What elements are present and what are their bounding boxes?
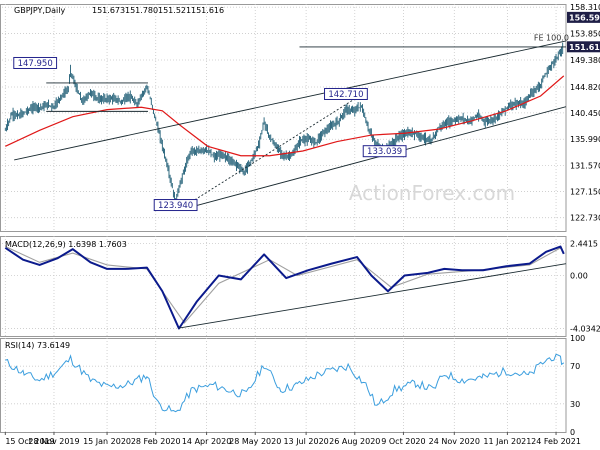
macd-tick-label: -4.0342 <box>570 325 600 334</box>
rsi-panel <box>5 353 565 413</box>
x-tick-label: 28 Feb 2020 <box>131 437 181 446</box>
x-tick-label: 26 Aug 2020 <box>329 437 380 446</box>
rsi-tick-label: 70 <box>570 362 580 371</box>
price-tick-label: 127.150 <box>570 188 600 197</box>
annotation-label: 147.950 <box>18 59 53 69</box>
fibonacci-extension-label: FE 100.0 <box>534 33 569 42</box>
x-tick-label: 15 Oct 2019 <box>5 437 54 446</box>
macd-signal-line <box>5 246 565 324</box>
annotation-label: 123.940 <box>158 201 193 211</box>
x-tick-label: 24 Nov 2020 <box>429 437 480 446</box>
watermark: ActionForex.com <box>349 181 515 205</box>
macd-line <box>4 245 565 330</box>
macd-tick-label: 2.4415 <box>570 239 598 248</box>
macd-tick-label: 0.00 <box>570 271 588 280</box>
sma-line <box>5 75 565 157</box>
price-tick-label: 149.380 <box>570 56 600 65</box>
price-tag-label: 151.616 <box>569 43 600 52</box>
rsi-line <box>5 353 565 413</box>
price-panel-title: GBPJPY,Daily <box>14 6 65 15</box>
price-tick-label: 158.310 <box>570 3 600 12</box>
rsi-panel-title: RSI(14) 73.6149 <box>5 341 70 350</box>
price-tick-label: 135.990 <box>570 135 600 144</box>
price-tick-label: 140.450 <box>570 109 600 118</box>
price-tag-label: 156.590 <box>569 13 600 22</box>
rsi-tick-label: 30 <box>570 400 580 409</box>
x-tick-label: 9 Oct 2020 <box>381 437 425 446</box>
price-tag <box>567 41 600 53</box>
macd-frame <box>0 236 567 337</box>
x-tick-label: 24 Feb 2021 <box>531 437 581 446</box>
price-annotation: 123.940 <box>153 199 198 212</box>
price-tick-label: 144.820 <box>570 83 600 92</box>
annotation-box <box>324 87 368 100</box>
price-tag <box>567 11 600 23</box>
price-tick-label: 131.570 <box>570 161 600 170</box>
panel-frames <box>0 4 567 433</box>
price-tick-label: 122.730 <box>570 214 600 223</box>
macd-panel-title: MACD(12,26,9) 1.6398 1.7603 <box>5 240 127 249</box>
rsi-frame <box>0 338 567 433</box>
x-tick-label: 28 Nov 2019 <box>28 437 79 446</box>
price-tick-label: 153.850 <box>570 30 600 39</box>
price-frame <box>0 4 567 232</box>
rsi-tick-label: 100 <box>570 334 585 343</box>
price-ohlc-low: 151.521 <box>158 6 191 15</box>
x-tick-label: 13 Jul 2020 <box>283 437 328 446</box>
annotation-box <box>153 199 198 212</box>
trend-line <box>177 106 567 211</box>
price-ohlc-open: 151.673 <box>92 6 125 15</box>
price-ohlc-close: 151.616 <box>191 6 224 15</box>
grid-lines <box>2 4 566 432</box>
macd-panel <box>4 245 567 330</box>
price-annotation: 142.710 <box>324 87 368 100</box>
price-ohlc-high: 151.780 <box>125 6 158 15</box>
annotation-label: 133.039 <box>367 147 402 157</box>
trend-line <box>14 40 567 161</box>
x-tick-label: 11 Jan 2021 <box>483 437 531 446</box>
x-tick-label: 28 May 2020 <box>229 437 281 446</box>
annotation-box <box>13 56 58 69</box>
price-annotation: 147.950 <box>13 56 58 69</box>
x-tick-label: 15 Jan 2020 <box>83 437 131 446</box>
annotation-label: 142.710 <box>328 90 363 100</box>
price-panel: 147.950 142.710 133.039 123.940 FE 100.0 <box>4 33 569 212</box>
annotation-box <box>362 145 407 158</box>
trend-line <box>177 99 354 211</box>
macd-trend-line <box>178 263 567 329</box>
price-annotation: 133.039 <box>362 145 407 158</box>
rsi-tick-label: 0 <box>570 428 575 437</box>
x-tick-label: 14 Apr 2020 <box>182 437 231 446</box>
